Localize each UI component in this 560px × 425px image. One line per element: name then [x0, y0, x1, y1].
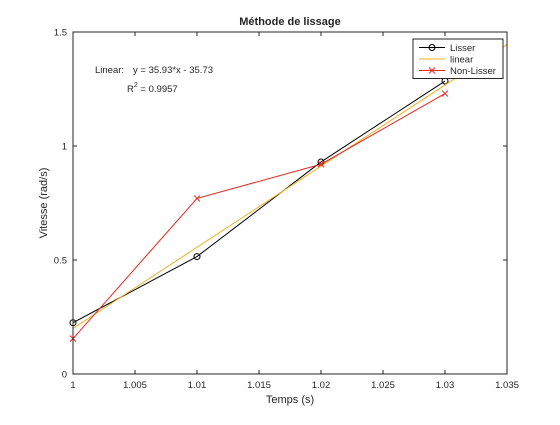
x-tick-label: 1.035: [495, 380, 519, 391]
legend-entry-linear: linear: [419, 55, 473, 66]
y-tick-label: 1.5: [54, 28, 67, 39]
data-point: [317, 160, 325, 168]
x-tick-label: 1.01: [188, 380, 207, 391]
axes-frame: [72, 31, 508, 375]
series-layer: [69, 44, 508, 343]
plot-background: [73, 32, 507, 374]
y-tick-label: 1: [62, 142, 67, 153]
annotation-r2-superscript: 2: [134, 82, 138, 89]
annotation-r2-value: = 0.9957: [138, 84, 178, 95]
x-tick-label: 1.03: [436, 380, 455, 391]
series-line: [72, 93, 446, 339]
x-tick-label: 1.02: [312, 380, 331, 391]
y-axis-label: Vitesse (rad/s): [38, 168, 50, 239]
fit-annotation: Linear: y = 35.93*x - 35.73 R2 = 0.9957: [95, 65, 213, 95]
series-line: [72, 80, 446, 324]
y-tick-label: 0: [62, 370, 67, 381]
x-axis-label: Temps (s): [266, 394, 314, 406]
legend-label: linear: [450, 55, 473, 66]
x-tick-label: 1.005: [123, 380, 147, 391]
legend-label: Non-Lisser: [450, 66, 496, 77]
data-point: [428, 44, 436, 51]
y-tick-label: 0.5: [54, 256, 67, 267]
annotation-equation: y = 35.93*x - 35.73: [133, 65, 213, 76]
annotation-r2: R2 = 0.9957: [127, 82, 178, 95]
series-line: [72, 44, 508, 329]
legend-label: Lisser: [450, 43, 475, 54]
data-point: [193, 253, 201, 261]
annotation-r2-prefix: R: [127, 84, 134, 95]
legend-entry-lisser: Lisser: [419, 43, 475, 54]
series-linear: [72, 44, 508, 329]
chart-title: Méthode de lissage: [239, 16, 340, 28]
x-tick-label: 1: [70, 380, 75, 391]
axes-box: [72, 31, 508, 375]
legend-entry-non-lisser: Non-Lisser: [419, 66, 496, 77]
x-tick-label: 1.025: [371, 380, 395, 391]
data-point: [193, 195, 201, 202]
data-point: [428, 67, 436, 74]
data-point: [441, 90, 449, 97]
x-tick-label: 1.015: [247, 380, 271, 391]
series-lisser: [69, 77, 449, 327]
annotation-label: Linear:: [95, 65, 124, 76]
